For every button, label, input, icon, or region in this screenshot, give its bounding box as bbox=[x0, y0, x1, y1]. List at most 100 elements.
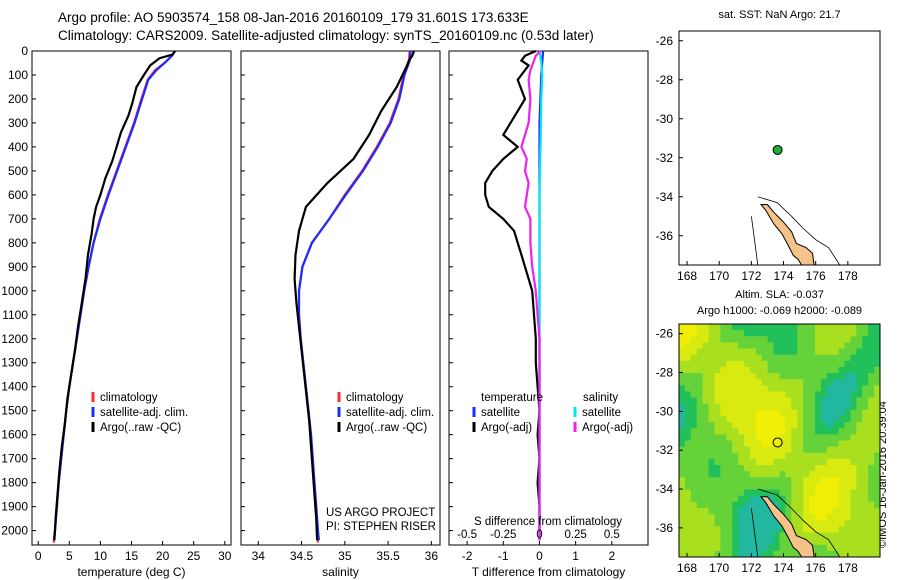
sla-cell bbox=[744, 385, 751, 393]
sla-cell bbox=[732, 379, 739, 386]
sla-cell bbox=[856, 526, 863, 534]
sla-cell bbox=[761, 342, 769, 350]
sla-cell bbox=[874, 458, 880, 466]
sla-cell bbox=[720, 373, 727, 380]
y-tick-label: 1600 bbox=[1, 428, 28, 442]
y-tick-label: -36 bbox=[656, 229, 674, 243]
sla-cell bbox=[785, 324, 792, 331]
sla-cell bbox=[720, 550, 727, 557]
sla-cell bbox=[744, 452, 751, 460]
sla-cell bbox=[785, 385, 792, 393]
sla-cell bbox=[814, 409, 822, 417]
sla-cell bbox=[844, 403, 852, 411]
sla-cell bbox=[690, 336, 698, 343]
series-argo-raw-qc- bbox=[53, 50, 176, 541]
sla-cell bbox=[814, 495, 822, 503]
sla-cell bbox=[820, 465, 828, 472]
sla-cell bbox=[761, 501, 769, 509]
sla-cell bbox=[738, 354, 745, 362]
sla-cell bbox=[684, 446, 692, 454]
sla-cell bbox=[856, 483, 863, 491]
sla-cell bbox=[844, 483, 852, 491]
sla-cell bbox=[726, 532, 733, 540]
sla-cell bbox=[744, 440, 751, 448]
sla-cell bbox=[868, 422, 875, 429]
sla-cell bbox=[803, 391, 810, 399]
sla-cell bbox=[803, 434, 810, 442]
sla-cell bbox=[814, 403, 822, 411]
sla-cell bbox=[679, 452, 686, 460]
sla-cell bbox=[726, 501, 733, 509]
sla-cell bbox=[761, 477, 769, 485]
sla-cell bbox=[826, 373, 834, 380]
sla-cell bbox=[862, 379, 869, 386]
sla-cell bbox=[761, 446, 769, 454]
sla-cell bbox=[850, 489, 857, 497]
sla-cell bbox=[844, 520, 852, 527]
sla-cell bbox=[714, 330, 721, 337]
sla-cell bbox=[820, 440, 828, 448]
sla-cell bbox=[856, 348, 863, 356]
sla-cell bbox=[738, 409, 745, 417]
sla-cell bbox=[767, 495, 775, 503]
sla-cell bbox=[761, 538, 769, 546]
sla-cell bbox=[684, 495, 692, 503]
sla-cell bbox=[744, 483, 751, 491]
sla-cell bbox=[690, 507, 698, 515]
sla-cell bbox=[797, 434, 804, 442]
sla-cell bbox=[820, 507, 828, 515]
sla-cell bbox=[814, 366, 822, 374]
figure-title-line1: Argo profile: AO 5903574_158 08-Jan-2016… bbox=[58, 10, 529, 25]
sla-cell bbox=[820, 471, 828, 478]
sla-cell bbox=[844, 489, 852, 497]
sla-cell bbox=[832, 434, 840, 442]
sla-cell bbox=[755, 440, 763, 448]
sla-cell bbox=[874, 446, 880, 454]
sla-cell bbox=[868, 354, 875, 362]
sla-cell bbox=[868, 458, 875, 466]
sla-cell bbox=[684, 471, 692, 478]
sla-cell bbox=[791, 409, 798, 417]
sla-cell bbox=[755, 324, 763, 331]
sla-cell bbox=[838, 514, 846, 521]
sla-cell bbox=[732, 514, 739, 521]
sla-cell bbox=[844, 366, 852, 374]
sla-cell bbox=[755, 373, 763, 380]
sla-cell bbox=[803, 501, 810, 509]
sla-cell bbox=[856, 366, 863, 374]
sla-cell bbox=[856, 446, 863, 454]
sla-cell bbox=[738, 391, 745, 399]
sla-cell bbox=[850, 397, 857, 405]
sla-cell bbox=[874, 342, 880, 350]
sla-cell bbox=[726, 538, 733, 546]
sla-cell bbox=[773, 495, 781, 503]
sla-cell bbox=[732, 330, 739, 337]
sla-cell bbox=[767, 477, 775, 485]
x-tick-label: 36 bbox=[425, 549, 439, 563]
sla-cell bbox=[732, 348, 739, 356]
y-tick-label: 800 bbox=[8, 236, 28, 250]
sla-cell bbox=[755, 403, 763, 411]
sla-cell bbox=[679, 324, 686, 331]
sla-cell bbox=[820, 483, 828, 491]
sla-cell bbox=[820, 391, 828, 399]
y-tick-label: 1300 bbox=[1, 356, 28, 370]
sla-cell bbox=[779, 465, 787, 472]
sla-cell bbox=[767, 360, 775, 368]
sla-cell bbox=[679, 336, 686, 343]
sla-cell bbox=[844, 409, 852, 417]
sla-cell bbox=[874, 538, 880, 546]
sla-cell bbox=[850, 324, 857, 331]
y-tick-label: -34 bbox=[656, 190, 674, 204]
sla-cell bbox=[779, 544, 787, 552]
sla-cell bbox=[803, 495, 810, 503]
sla-cell bbox=[755, 415, 763, 423]
sla-cell bbox=[702, 526, 710, 534]
sla-cell bbox=[797, 385, 804, 393]
sla-cell bbox=[809, 526, 816, 534]
sla-cell bbox=[779, 440, 787, 448]
sla-cell bbox=[767, 403, 775, 411]
sla-cell bbox=[814, 385, 822, 393]
sla-cell bbox=[696, 360, 704, 368]
sla-cell bbox=[690, 477, 698, 485]
